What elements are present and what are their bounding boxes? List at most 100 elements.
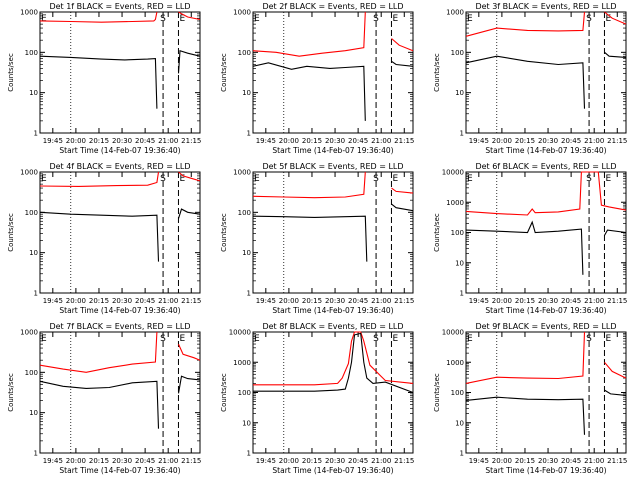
x-tick-label: 21:15 <box>607 137 627 145</box>
y-tick-label: 1 <box>460 130 464 138</box>
saa-start-mark: S <box>586 334 592 344</box>
y-tick-label: 10000 <box>442 169 464 177</box>
y-tick-label: 1 <box>247 450 251 458</box>
x-tick-label: 19:45 <box>469 137 489 145</box>
start-mark: E <box>467 334 473 344</box>
plot-frame <box>465 331 627 454</box>
events-series-line <box>39 208 201 262</box>
events-series-line <box>253 332 414 394</box>
x-tick-label: 20:30 <box>325 137 345 145</box>
x-tick-label: 19:45 <box>256 137 276 145</box>
plot-frame <box>39 11 201 134</box>
x-tick-label: 20:45 <box>348 457 368 465</box>
x-tick-label: 20:15 <box>89 297 109 305</box>
y-tick-label: 100 <box>25 209 38 217</box>
events-series-line <box>465 389 627 435</box>
x-tick-label: 20:15 <box>302 137 322 145</box>
y-tick-label: 1000 <box>20 329 38 337</box>
x-tick-label: 21:00 <box>371 457 391 465</box>
x-tick-label: 20:45 <box>561 457 581 465</box>
x-tick-label: 21:00 <box>584 457 604 465</box>
y-tick-label: 1 <box>247 290 251 298</box>
x-tick-label: 21:00 <box>371 137 391 145</box>
plot-frame <box>39 171 201 294</box>
y-tick-label: 10 <box>242 419 251 427</box>
lld-series-line <box>39 11 201 23</box>
y-tick-label: 100 <box>25 49 38 57</box>
panel-title: Det 5f BLACK = Events, RED = LLD <box>262 162 403 171</box>
saa-end-mark: E <box>179 174 185 184</box>
x-tick-label: 21:15 <box>181 297 201 305</box>
panel-title: Det 9f BLACK = Events, RED = LLD <box>475 322 616 331</box>
x-tick-label: 20:30 <box>112 297 132 305</box>
start-mark: E <box>254 334 260 344</box>
x-tick-label: 20:45 <box>561 137 581 145</box>
x-axis-label: Start Time (14-Feb-07 19:36:40) <box>272 466 393 475</box>
x-axis-label: Start Time (14-Feb-07 19:36:40) <box>272 146 393 155</box>
plot-frame <box>252 331 414 454</box>
y-tick-label: 1000 <box>446 359 464 367</box>
y-tick-label: 10 <box>242 249 251 257</box>
x-tick-label: 21:15 <box>394 297 414 305</box>
saa-start-mark: S <box>160 174 166 184</box>
x-tick-label: 21:15 <box>394 137 414 145</box>
x-tick-label: 20:00 <box>66 297 86 305</box>
panel-title: Det 3f BLACK = Events, RED = LLD <box>475 2 616 11</box>
panel-title: Det 4f BLACK = Events, RED = LLD <box>49 162 190 171</box>
x-tick-label: 19:45 <box>43 137 63 145</box>
x-tick-label: 21:00 <box>371 297 391 305</box>
x-tick-label: 20:00 <box>492 297 512 305</box>
x-tick-label: 19:45 <box>469 457 489 465</box>
y-tick-label: 1 <box>34 130 38 138</box>
saa-start-mark: S <box>586 174 592 184</box>
saa-end-mark: E <box>605 174 611 184</box>
plot-frame <box>465 171 627 294</box>
y-tick-label: 1000 <box>20 169 38 177</box>
x-tick-label: 20:45 <box>135 457 155 465</box>
x-tick-label: 19:45 <box>43 457 63 465</box>
y-tick-label: 1000 <box>233 359 251 367</box>
y-axis-label: Counts/sec <box>7 53 15 92</box>
events-series-line <box>465 220 627 275</box>
y-tick-label: 1000 <box>446 199 464 207</box>
x-tick-label: 21:15 <box>181 457 201 465</box>
y-tick-label: 100 <box>238 209 251 217</box>
start-mark: E <box>41 14 47 24</box>
saa-end-mark: E <box>605 14 611 24</box>
y-tick-label: 100 <box>451 49 464 57</box>
start-mark: E <box>467 14 473 24</box>
x-tick-label: 20:30 <box>538 457 558 465</box>
x-tick-label: 19:45 <box>43 297 63 305</box>
x-tick-label: 20:30 <box>538 297 558 305</box>
x-tick-label: 19:45 <box>256 297 276 305</box>
x-tick-label: 21:15 <box>607 457 627 465</box>
x-tick-label: 20:45 <box>348 297 368 305</box>
y-tick-label: 1 <box>460 450 464 458</box>
lld-series-line <box>252 11 414 57</box>
x-tick-label: 21:00 <box>584 297 604 305</box>
x-tick-label: 19:45 <box>256 457 276 465</box>
saa-start-mark: S <box>586 14 592 24</box>
y-tick-label: 1 <box>460 290 464 298</box>
y-tick-label: 10000 <box>442 329 464 337</box>
y-axis-label: Counts/sec <box>433 53 441 92</box>
x-tick-label: 20:15 <box>515 137 535 145</box>
lld-series-line <box>465 171 627 216</box>
plot-frame <box>465 11 627 134</box>
y-tick-label: 10 <box>29 409 38 417</box>
y-tick-label: 10000 <box>229 329 251 337</box>
y-tick-label: 10 <box>455 259 464 267</box>
x-tick-label: 21:15 <box>181 137 201 145</box>
x-tick-label: 21:15 <box>607 297 627 305</box>
x-tick-label: 21:00 <box>158 457 178 465</box>
x-tick-label: 20:30 <box>538 137 558 145</box>
y-tick-label: 1000 <box>446 9 464 17</box>
y-axis-label: Counts/sec <box>7 373 15 412</box>
panel-title: Det 8f BLACK = Events, RED = LLD <box>262 322 403 331</box>
x-tick-label: 20:30 <box>325 297 345 305</box>
y-tick-label: 1 <box>34 450 38 458</box>
x-tick-label: 21:00 <box>158 297 178 305</box>
y-tick-label: 1 <box>247 130 251 138</box>
x-tick-label: 20:15 <box>89 137 109 145</box>
